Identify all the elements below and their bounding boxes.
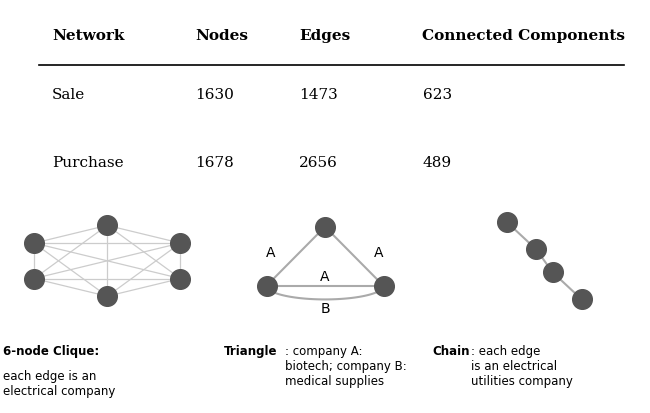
Point — [378, 282, 389, 289]
Text: : each edge
is an electrical
utilities company: : each edge is an electrical utilities c… — [471, 345, 573, 388]
Text: 2656: 2656 — [299, 156, 338, 170]
Text: Sale: Sale — [52, 88, 85, 102]
Point — [29, 240, 39, 247]
Text: Triangle: Triangle — [224, 345, 278, 358]
Text: : company A:
biotech; company B:
medical supplies: : company A: biotech; company B: medical… — [285, 345, 406, 388]
Text: A: A — [374, 246, 384, 260]
Text: A: A — [320, 270, 330, 284]
Text: 1473: 1473 — [299, 88, 338, 102]
Text: 6-node Clique:: 6-node Clique: — [3, 345, 99, 358]
Text: Edges: Edges — [299, 28, 350, 43]
Text: 1678: 1678 — [195, 156, 234, 170]
Text: each edge is an
electrical company: each edge is an electrical company — [3, 370, 116, 398]
Point — [547, 269, 558, 275]
Point — [102, 222, 112, 229]
Text: Purchase: Purchase — [52, 156, 124, 170]
Text: 1630: 1630 — [195, 88, 234, 102]
Point — [102, 293, 112, 299]
Text: Nodes: Nodes — [195, 28, 248, 43]
Text: 623: 623 — [422, 88, 452, 102]
Point — [261, 282, 272, 289]
Text: A: A — [266, 246, 276, 260]
Text: Connected Components: Connected Components — [422, 28, 625, 43]
Text: Network: Network — [52, 28, 124, 43]
Point — [531, 246, 541, 253]
Point — [577, 296, 587, 303]
Text: Chain: Chain — [432, 345, 470, 358]
Point — [502, 219, 512, 225]
Point — [320, 223, 330, 230]
Point — [176, 275, 186, 282]
Text: 489: 489 — [422, 156, 452, 170]
Point — [29, 275, 39, 282]
Point — [176, 240, 186, 247]
Text: B: B — [320, 301, 330, 316]
